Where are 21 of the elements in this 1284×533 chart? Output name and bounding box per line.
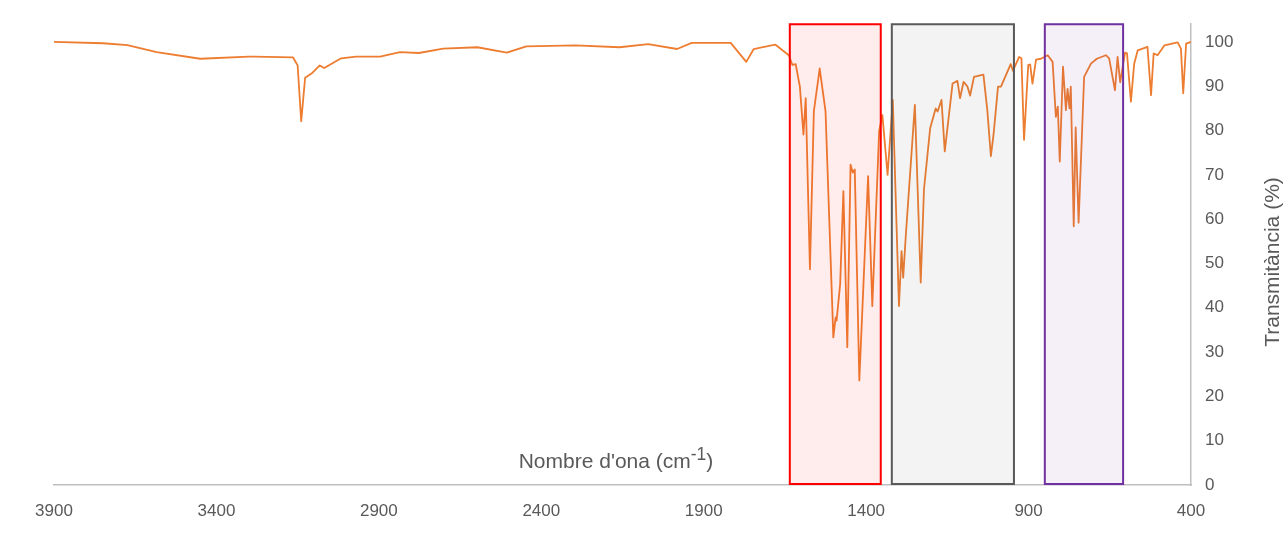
x-axis-title: Nombre d'ona (cm$^{-1}$) (518, 444, 714, 472)
x-tick-label: 2400 (522, 500, 561, 520)
y-tick-label: 80 (1205, 120, 1224, 140)
y-tick-label: 20 (1205, 386, 1224, 406)
y-axis-title: Transmitància (%) (1260, 177, 1284, 347)
y-tick-label: 90 (1205, 75, 1224, 95)
x-tick-label: 1900 (684, 500, 723, 520)
x-tick-label: 1400 (847, 500, 886, 520)
x-tick-label: 3900 (35, 500, 73, 520)
y-tick-label: 60 (1205, 208, 1224, 228)
y-tick-label: 10 (1205, 430, 1224, 450)
y-tick-label: 100 (1205, 31, 1234, 51)
x-tick-label: 900 (1014, 500, 1043, 520)
y-tick-label: 0 (1205, 474, 1215, 494)
x-tick-label: 3400 (197, 500, 236, 520)
y-tick-label: 40 (1205, 297, 1224, 317)
y-tick-label: 30 (1205, 341, 1224, 361)
y-tick-label: 50 (1205, 253, 1224, 273)
x-tick-label: 400 (1176, 500, 1206, 520)
y-tick-label: 70 (1205, 164, 1224, 184)
x-tick-label: 2900 (359, 500, 398, 520)
